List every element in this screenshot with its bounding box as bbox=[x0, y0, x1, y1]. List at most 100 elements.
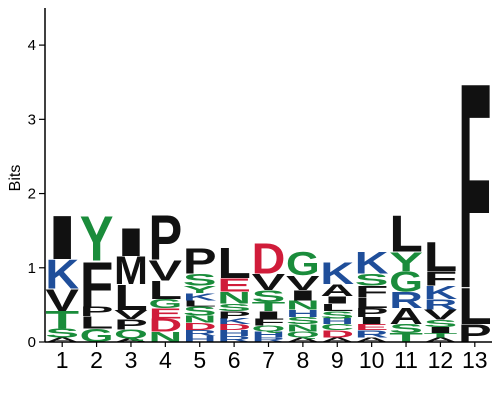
logo-letter-k: K bbox=[45, 252, 79, 298]
logo-letter-t: T bbox=[424, 332, 458, 339]
x-ticks: 1 2 3 4 5 6 7 8 9 10 11 12 13 bbox=[56, 342, 488, 373]
logo-letter-n: N bbox=[217, 289, 251, 307]
logo-letter-a: A bbox=[286, 337, 320, 344]
logo-letter-y: Y bbox=[389, 246, 423, 277]
logo-letter-d: D bbox=[320, 328, 354, 340]
logo-letter-s: S bbox=[183, 271, 217, 290]
logo-letter-a: A bbox=[355, 337, 389, 344]
logo-letter-s: S bbox=[355, 271, 389, 290]
logo-letter-l: L bbox=[389, 206, 423, 263]
logo-letter-f: F bbox=[80, 248, 114, 320]
logo-letter-s: S bbox=[389, 322, 423, 336]
x-tick-label: 10 bbox=[359, 347, 385, 373]
logo-letter-p: P bbox=[183, 242, 217, 282]
logo-letter-p: P bbox=[114, 316, 148, 332]
logo-letter-d: D bbox=[149, 315, 183, 336]
logo-letter-y: Y bbox=[80, 204, 114, 275]
logo-letter-v: V bbox=[114, 308, 148, 322]
logo-letter-a: A bbox=[320, 337, 354, 344]
logo-letter-r: R bbox=[217, 335, 251, 344]
x-tick-label: 5 bbox=[193, 347, 206, 373]
logo-letter-s: S bbox=[286, 315, 320, 327]
logo-letter-p: P bbox=[149, 203, 183, 274]
logo-letter-i: I bbox=[45, 203, 79, 272]
logo-letter-l: L bbox=[149, 276, 183, 305]
logo-letter-h: H bbox=[286, 308, 320, 320]
x-tick-label: 6 bbox=[228, 347, 241, 373]
y-axis-label: Bits bbox=[7, 165, 24, 192]
logo-letter-k: K bbox=[183, 291, 218, 303]
x-tick-label: 1 bbox=[56, 347, 69, 373]
logo-letter-p: P bbox=[80, 304, 114, 319]
logo-letter-k: K bbox=[217, 317, 251, 326]
logo-letter-r: R bbox=[183, 329, 217, 338]
logo-letter-l: L bbox=[80, 313, 114, 333]
logo-letter-i: I bbox=[252, 309, 286, 321]
logo-letter-l: L bbox=[320, 302, 354, 313]
logo-letter-k: K bbox=[424, 282, 458, 303]
x-tick-label: 3 bbox=[125, 347, 138, 373]
logo-letter-e: E bbox=[217, 275, 251, 296]
logo-letter-t: T bbox=[45, 307, 79, 335]
logo-letter-v: V bbox=[286, 272, 320, 295]
x-tick-label: 11 bbox=[394, 347, 418, 373]
logo-letter-a: A bbox=[45, 337, 79, 344]
logo-letter-n: N bbox=[286, 322, 320, 334]
logo-letter-e: E bbox=[355, 323, 389, 332]
logo-letter-r: R bbox=[252, 337, 286, 344]
x-tick-label: 13 bbox=[462, 347, 488, 373]
x-tick-label: 7 bbox=[262, 347, 275, 373]
logo-letter-q: Q bbox=[114, 327, 148, 341]
logo-letter-s: S bbox=[252, 287, 286, 306]
logo-letter-d: D bbox=[183, 321, 217, 333]
logo-letter-l: L bbox=[114, 277, 148, 317]
logo-letter-v: V bbox=[149, 254, 183, 287]
logo-letter-g: G bbox=[286, 246, 320, 283]
logo-letter-a: A bbox=[389, 304, 423, 329]
logo-letter-s: S bbox=[217, 301, 251, 313]
x-tick-label: 4 bbox=[159, 347, 172, 373]
logo-letter-i: I bbox=[114, 221, 148, 265]
logo-letter-r: R bbox=[389, 287, 423, 312]
x-tick-label: 2 bbox=[90, 347, 103, 373]
logo-letter-q: Q bbox=[286, 330, 320, 339]
logo-letter-h: H bbox=[217, 329, 251, 338]
logo-letter-a: A bbox=[320, 281, 354, 299]
logo-letter-h: H bbox=[183, 335, 217, 344]
logo-letter-k: K bbox=[320, 257, 354, 292]
logo-letter-y: Y bbox=[183, 284, 217, 296]
logo-letter-s: S bbox=[183, 304, 217, 318]
logo-letter-l: L bbox=[355, 295, 389, 312]
logo-letter-f: F bbox=[458, 22, 492, 350]
x-tick-label: 9 bbox=[331, 347, 344, 373]
logo-letter-r: R bbox=[355, 328, 389, 340]
y-tick-label: 0 bbox=[28, 334, 36, 351]
logo-letter-m: M bbox=[114, 250, 148, 293]
logo-letter-a: A bbox=[114, 337, 148, 343]
logo-letter-l: L bbox=[424, 234, 458, 280]
logo-letter-f: F bbox=[424, 267, 458, 290]
logo-letter-i: I bbox=[320, 294, 354, 306]
y-tick-label: 1 bbox=[28, 260, 36, 277]
logo-letter-i: I bbox=[355, 315, 389, 327]
logo-letter-l: L bbox=[458, 279, 492, 336]
logo-letter-v: V bbox=[424, 306, 458, 322]
logo-letter-h: H bbox=[252, 330, 286, 339]
logo-letter-q: Q bbox=[252, 324, 286, 333]
logo-letter-v: V bbox=[45, 283, 79, 318]
logo-letter-k: K bbox=[355, 246, 389, 281]
logo-letter-t: T bbox=[252, 300, 286, 314]
y-tick-label: 2 bbox=[28, 186, 36, 203]
logo-letter-d: D bbox=[252, 234, 286, 283]
x-tick-label: 8 bbox=[296, 347, 309, 373]
logo-letter-p: P bbox=[355, 306, 389, 320]
logo-letter-p: P bbox=[217, 309, 251, 321]
logo-letter-l: L bbox=[183, 299, 217, 308]
logo-letter-n: N bbox=[286, 298, 320, 312]
y-tick-label: 3 bbox=[28, 111, 36, 128]
logo-letter-g: G bbox=[149, 297, 183, 311]
logo-letter-d: D bbox=[217, 323, 251, 332]
logo-glyphs: ASTVKIGLPFYAQPVLMINDEGLVPHRDNSLKYSPRHDKP… bbox=[45, 22, 491, 350]
logo-letter-s: S bbox=[45, 326, 79, 340]
